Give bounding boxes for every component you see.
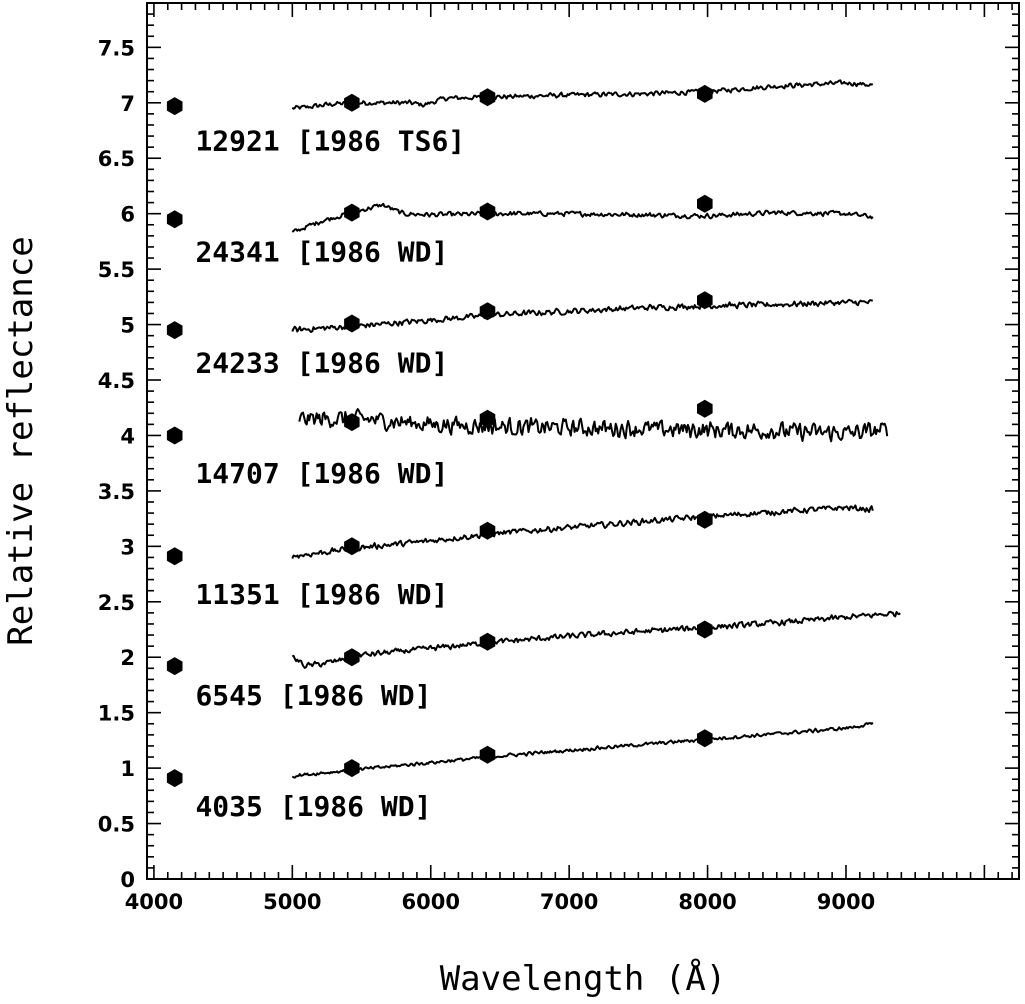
y-tick-label: 1 — [120, 757, 135, 781]
y-tick-label: 3 — [120, 535, 135, 559]
series-5: 11351 [1986 WD] — [166, 504, 874, 611]
y-tick-label: 3.5 — [98, 480, 135, 504]
axis-ticks — [147, 2, 1019, 880]
x-tick-labels: 4000 5000 6000 7000 8000 9000 — [125, 890, 876, 914]
photometry-point — [344, 537, 360, 556]
photometry-point — [166, 97, 183, 116]
x-tick-label: 8000 — [678, 890, 736, 914]
photometry-point — [479, 302, 496, 321]
y-tick-label: 0 — [120, 868, 135, 892]
photometry-point — [344, 413, 360, 432]
series-label: 24233 [1986 WD] — [195, 346, 448, 379]
x-tick-label: 4000 — [125, 890, 183, 914]
series-label: 14707 [1986 WD] — [195, 457, 448, 490]
y-tick-label: 2.5 — [98, 591, 135, 615]
photometry-point — [479, 745, 496, 764]
series-label: 12921 [1986 TS6] — [195, 124, 465, 157]
photometry-point — [166, 426, 183, 445]
y-axis-title: Relative reflectance — [1, 236, 41, 645]
y-tick-label: 1.5 — [98, 702, 135, 726]
photometry-point — [697, 729, 713, 748]
x-tick-label: 7000 — [540, 890, 598, 914]
series-label: 6545 [1986 WD] — [195, 679, 431, 712]
photometry-point — [166, 547, 183, 566]
y-tick-label: 0.5 — [98, 813, 135, 837]
photometry-point — [697, 399, 713, 418]
spectrum-line — [291, 504, 874, 559]
photometry-point — [697, 194, 713, 213]
photometry-point — [166, 210, 183, 229]
x-tick-label: 6000 — [402, 890, 460, 914]
spectrum-line — [292, 610, 901, 669]
photometry-point — [479, 632, 496, 651]
photometry-point — [697, 84, 713, 103]
series-group: 12921 [1986 TS6] 24341 [1986 WD] 24233 [19… — [166, 79, 901, 823]
y-tick-label: 7 — [120, 92, 135, 116]
series-3: 24233 [1986 WD] — [166, 291, 873, 379]
y-tick-labels: 0 0.5 1 1.5 2 2.5 3 3.5 4 4.5 5 5.5 6 6.5 7 7.5 — [98, 36, 135, 892]
x-axis-title: Wavelength (Å) — [440, 958, 727, 999]
y-tick-label: 4 — [120, 424, 135, 448]
y-tick-label: 4.5 — [98, 369, 135, 393]
photometry-point — [479, 409, 496, 428]
series-label: 4035 [1986 WD] — [195, 790, 431, 823]
y-tick-label: 6 — [120, 203, 135, 227]
series-4: 14707 [1986 WD] — [166, 399, 889, 490]
y-tick-label: 7.5 — [98, 36, 135, 60]
photometry-point — [479, 202, 496, 221]
spectrum-line — [291, 79, 874, 110]
spectrum-line — [298, 408, 889, 443]
photometry-point — [697, 291, 713, 310]
photometry-point — [166, 321, 183, 340]
photometry-point — [166, 769, 183, 788]
spectrum-line — [291, 202, 874, 233]
spectrum-line — [291, 298, 873, 333]
spectrum-line — [291, 721, 874, 779]
y-tick-label: 2 — [120, 646, 135, 670]
series-label: 11351 [1986 WD] — [195, 578, 448, 611]
x-tick-label: 5000 — [263, 890, 321, 914]
photometry-point — [344, 648, 360, 667]
series-7: 4035 [1986 WD] — [166, 721, 874, 823]
series-1: 12921 [1986 TS6] — [166, 79, 874, 157]
photometry-point — [697, 510, 713, 529]
photometry-point — [166, 657, 183, 676]
photometry-point — [344, 93, 360, 112]
series-2: 24341 [1986 WD] — [166, 194, 874, 268]
photometry-point — [697, 620, 713, 639]
photometry-point — [344, 759, 360, 778]
y-tick-label: 6.5 — [98, 147, 135, 171]
series-6: 6545 [1986 WD] — [166, 610, 901, 712]
x-tick-label: 9000 — [817, 890, 875, 914]
photometry-point — [344, 203, 360, 222]
series-label: 24341 [1986 WD] — [195, 235, 448, 268]
photometry-point — [479, 88, 496, 107]
photometry-point — [344, 314, 360, 333]
y-tick-label: 5.5 — [98, 258, 135, 282]
y-tick-label: 5 — [120, 314, 135, 338]
photometry-point — [479, 521, 496, 540]
